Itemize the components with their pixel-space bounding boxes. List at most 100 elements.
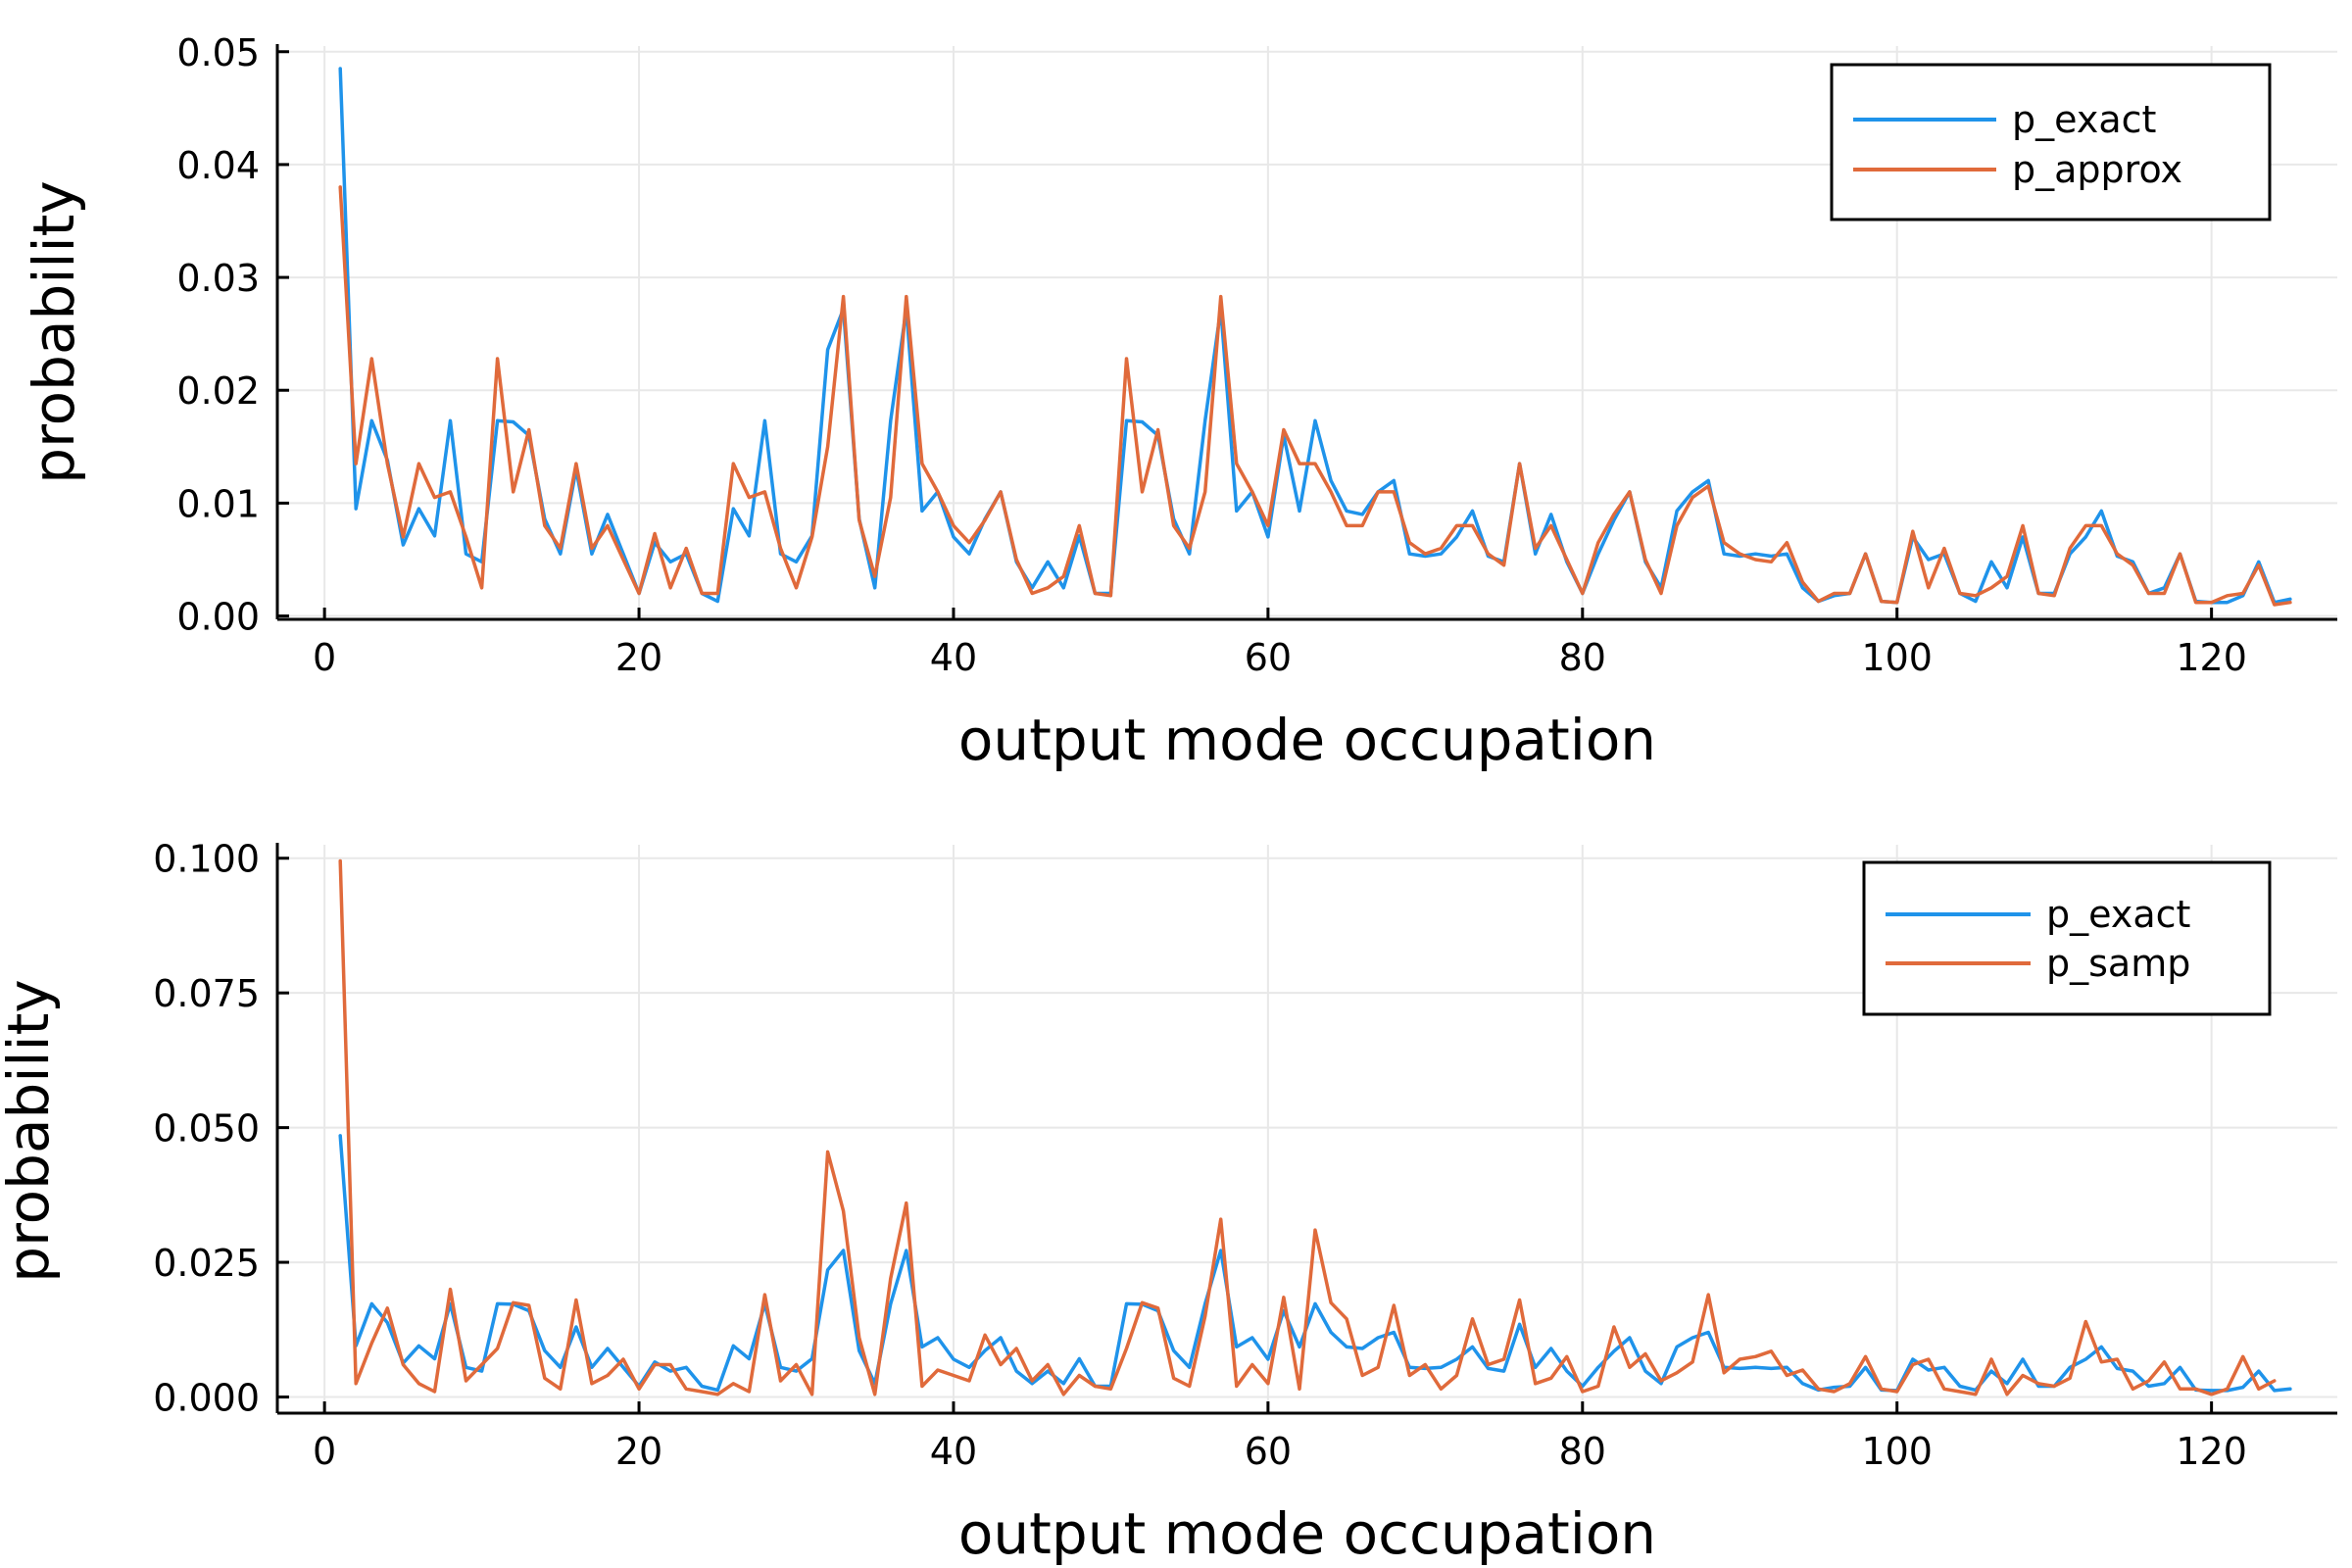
data-point-p_exact xyxy=(731,1344,735,1348)
data-point-p_exact xyxy=(2021,1357,2025,1361)
data-point-p_samp xyxy=(2226,1387,2230,1391)
data-point-p_exact xyxy=(559,552,563,556)
data-point-p_approx xyxy=(1298,462,1301,466)
data-point-p_exact xyxy=(1046,560,1050,564)
data-point-p_exact xyxy=(496,1301,500,1305)
data-point-p_samp xyxy=(527,1303,531,1307)
data-point-p_exact xyxy=(1706,478,1710,482)
data-point-p_exact xyxy=(354,507,358,511)
data-point-p_samp xyxy=(2005,1393,2009,1396)
data-point-p_approx xyxy=(1927,586,1931,590)
data-point-p_approx xyxy=(496,357,500,361)
data-point-p_approx xyxy=(465,535,468,539)
data-point-p_exact xyxy=(1989,1369,1993,1373)
data-point-p_approx xyxy=(2021,523,2025,527)
data-point-p_approx xyxy=(2099,523,2103,527)
data-point-p_samp xyxy=(1329,1300,1333,1304)
data-point-p_approx xyxy=(543,523,547,527)
data-point-p_samp xyxy=(1974,1393,1978,1396)
y-axis-title: probability xyxy=(21,180,87,483)
data-point-p_samp xyxy=(747,1390,751,1394)
data-point-p_approx xyxy=(2273,603,2277,607)
data-point-p_exact xyxy=(2099,509,2103,513)
data-point-p_samp xyxy=(559,1387,563,1391)
data-point-p_exact xyxy=(1753,1365,1757,1369)
data-point-p_exact xyxy=(1329,478,1333,482)
data-point-p_exact xyxy=(1014,1369,1018,1373)
data-point-p_samp xyxy=(2083,1320,2087,1324)
data-point-p_exact xyxy=(967,1365,971,1369)
x-tick-label: 20 xyxy=(615,1430,662,1473)
data-point-p_exact xyxy=(684,1365,688,1369)
data-point-p_approx xyxy=(2257,564,2261,567)
data-point-p_approx xyxy=(920,462,924,466)
data-point-p_approx xyxy=(2036,592,2040,596)
data-point-p_exact xyxy=(385,1321,389,1325)
data-point-p_samp xyxy=(1298,1387,1301,1391)
y-tick-label: 0.000 xyxy=(153,1377,260,1420)
data-point-p_samp xyxy=(778,1379,782,1383)
x-tick-label: 100 xyxy=(1861,636,1933,679)
data-point-p_approx xyxy=(2005,574,2009,578)
legend-box xyxy=(1862,860,2272,1016)
data-point-p_approx xyxy=(2179,552,2182,556)
data-point-p_samp xyxy=(1675,1371,1679,1375)
data-point-p_approx xyxy=(795,586,799,590)
data-point-p_exact xyxy=(1266,535,1270,539)
x-tick-label: 0 xyxy=(313,1430,336,1473)
data-point-p_samp xyxy=(2146,1379,2150,1383)
data-point-p_samp xyxy=(1880,1387,1884,1391)
y-tick-label: 0.025 xyxy=(153,1242,260,1285)
data-point-p_approx xyxy=(512,490,515,494)
data-point-p_exact xyxy=(1392,1331,1396,1335)
data-point-p_exact xyxy=(1785,552,1788,556)
data-point-p_samp xyxy=(1061,1393,1065,1396)
data-point-p_approx xyxy=(1061,574,1065,578)
data-point-p_exact xyxy=(369,1301,373,1305)
data-point-p_approx xyxy=(590,546,594,550)
data-point-p_samp xyxy=(1785,1374,1788,1378)
data-point-p_approx xyxy=(1911,529,1915,533)
data-point-p_samp xyxy=(653,1363,657,1367)
data-point-p_samp xyxy=(2194,1387,2198,1391)
data-point-p_exact xyxy=(1690,490,1694,494)
data-point-p_exact xyxy=(449,418,453,422)
x-axis-title: output mode occupation xyxy=(958,707,1656,773)
data-point-p_exact xyxy=(2226,601,2230,605)
data-point-p_exact xyxy=(842,1249,846,1252)
data-point-p_samp xyxy=(1690,1360,1694,1364)
data-point-p_exact xyxy=(465,552,468,556)
data-point-p_samp xyxy=(1046,1363,1050,1367)
data-point-p_exact xyxy=(1864,1365,1868,1369)
data-point-p_samp xyxy=(715,1393,719,1396)
y-axis-title: probability xyxy=(0,979,62,1282)
data-point-p_exact xyxy=(1345,509,1348,513)
x-tick-label: 80 xyxy=(1559,636,1606,679)
data-point-p_exact xyxy=(889,1301,893,1305)
data-point-p_exact xyxy=(1454,1357,1458,1361)
data-point-p_exact xyxy=(480,1369,484,1373)
data-point-p_samp xyxy=(1266,1382,1270,1386)
data-point-p_exact xyxy=(936,1336,940,1340)
series-line-p_exact xyxy=(338,67,2292,605)
data-point-p_exact xyxy=(668,560,672,564)
data-point-p_exact xyxy=(983,1348,987,1352)
data-point-p_approx xyxy=(2288,601,2292,605)
legend-label-p_exact: p_exact xyxy=(2046,893,2190,936)
data-point-p_exact xyxy=(1298,509,1301,513)
data-point-p_samp xyxy=(2036,1382,2040,1386)
data-point-p_approx xyxy=(1989,586,1993,590)
data-point-p_samp xyxy=(1376,1365,1380,1369)
data-point-p_exact xyxy=(747,1356,751,1360)
data-point-p_exact xyxy=(967,552,971,556)
data-point-p_exact xyxy=(762,418,766,422)
data-point-p_samp xyxy=(1250,1363,1254,1367)
data-point-p_approx xyxy=(637,592,641,596)
data-point-p_exact xyxy=(1518,1322,1522,1326)
data-point-p_approx xyxy=(999,490,1003,494)
data-point-p_samp xyxy=(668,1363,672,1367)
data-point-p_samp xyxy=(1738,1357,1741,1361)
data-point-p_approx xyxy=(1313,462,1317,466)
data-point-p_samp xyxy=(1549,1376,1553,1380)
data-point-p_samp xyxy=(983,1333,987,1337)
